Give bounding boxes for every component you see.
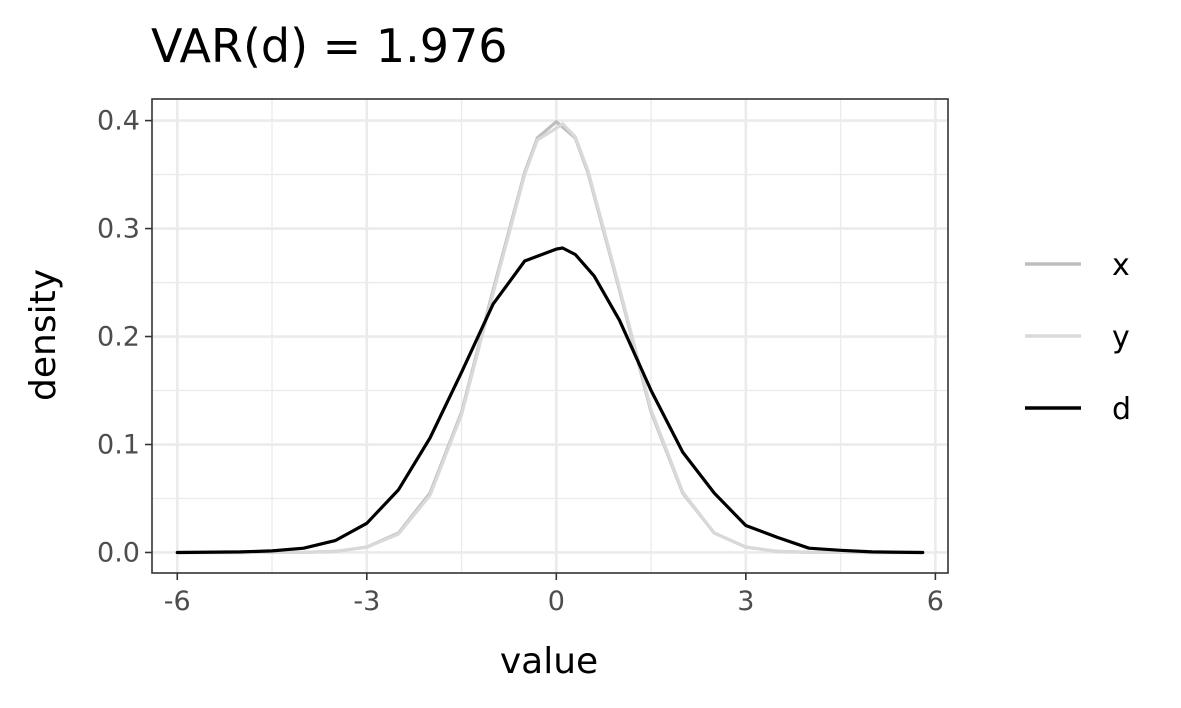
y-tick-label: 0.4 — [97, 106, 140, 137]
legend: x y d — [1025, 248, 1131, 427]
axes: -6 -3 0 3 6 0.0 0.1 0.2 0.3 0.4 — [97, 106, 944, 617]
legend-label-d: d — [1112, 392, 1131, 427]
y-tick-label: 0.1 — [97, 430, 140, 461]
y-axis-title: density — [23, 269, 64, 401]
x-axis-title: value — [500, 641, 598, 682]
legend-label-y: y — [1112, 320, 1130, 355]
legend-label-x: x — [1112, 248, 1130, 283]
grid — [152, 99, 948, 573]
x-tick-label: -3 — [353, 586, 380, 617]
x-tick-label: -6 — [164, 586, 191, 617]
series-line-d — [175, 246, 925, 555]
x-tick-label: 3 — [737, 586, 754, 617]
x-tick-label: 6 — [927, 586, 944, 617]
y-tick-label: 0.3 — [97, 214, 140, 245]
series-lines — [175, 120, 925, 555]
chart-title: VAR(d) = 1.976 — [151, 19, 508, 73]
series-line-y — [175, 122, 925, 555]
x-tick-label: 0 — [548, 586, 565, 617]
y-tick-label: 0.0 — [97, 537, 140, 568]
y-tick-label: 0.2 — [97, 322, 140, 353]
